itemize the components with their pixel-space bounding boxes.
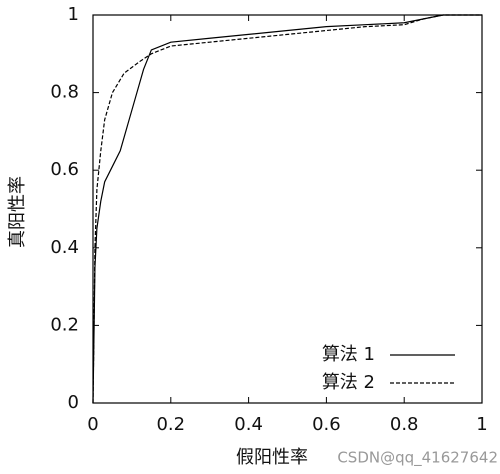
x-tick-label: 1 [476, 414, 487, 435]
y-tick-label: 1 [68, 4, 79, 25]
y-tick-label: 0.2 [50, 314, 79, 335]
watermark: CSDN@qq_41627642 [337, 449, 498, 468]
x-tick-label: 0 [87, 414, 98, 435]
x-tick-label: 0.8 [390, 414, 419, 435]
y-tick-label: 0 [68, 392, 79, 413]
legend-label: 算法 1 [322, 344, 375, 365]
y-tick-label: 0.4 [50, 237, 79, 258]
x-tick-label: 0.6 [312, 414, 341, 435]
legend-label: 算法 2 [322, 372, 375, 393]
x-tick-label: 0.4 [234, 414, 263, 435]
plot-frame [92, 14, 483, 404]
x-axis-label: 假阳性率 [236, 447, 308, 468]
x-tick-label: 0.2 [156, 414, 185, 435]
y-tick-label: 0.6 [50, 159, 79, 180]
y-tick-label: 0.8 [50, 82, 79, 103]
series-line [92, 14, 482, 404]
series-line [92, 14, 482, 404]
y-axis-label: 真阳性率 [7, 176, 28, 248]
